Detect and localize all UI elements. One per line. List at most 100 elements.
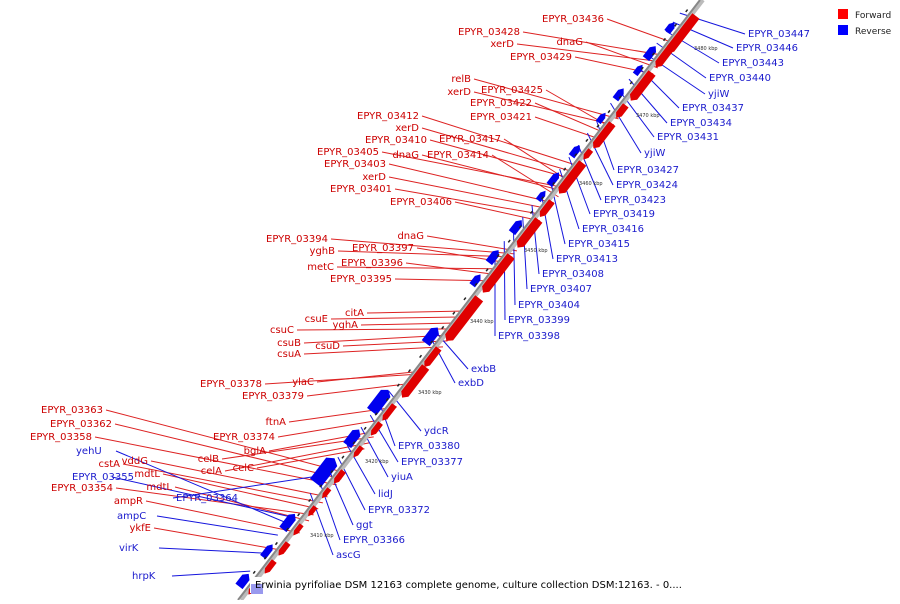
scale-tick-label: 3410 kbp — [310, 533, 334, 539]
forward-gene-label: xerD — [362, 172, 386, 183]
reverse-gene-feature — [664, 22, 674, 34]
leader-lines — [95, 13, 745, 576]
forward-gene-label: relB — [451, 74, 471, 85]
feature-marker — [275, 542, 277, 544]
forward-gene-label: ylaC — [292, 377, 314, 388]
forward-gene-feature — [278, 541, 290, 555]
scale-tick-label: 3460 kbp — [579, 181, 603, 187]
reverse-gene-feature — [613, 88, 624, 101]
forward-gene-feature — [334, 469, 346, 483]
reverse-gene-label: EPYR_03398 — [498, 331, 560, 342]
feature-marker — [675, 24, 677, 26]
forward-gene-label: csuB — [277, 338, 301, 349]
reverse-gene-label: EPYR_03380 — [398, 441, 460, 452]
reverse-gene-label: exbD — [458, 378, 484, 389]
reverse-gene-label: EPYR_03431 — [657, 132, 719, 143]
forward-leader-line — [535, 117, 602, 140]
reverse-gene-label: ascG — [336, 550, 361, 561]
reverse-gene-feature — [569, 145, 580, 158]
forward-gene-label: cstA — [99, 459, 121, 470]
reverse-gene-label: yehU — [76, 446, 102, 457]
reverse-gene-label: exbB — [471, 364, 496, 375]
forward-gene-label: xerD — [490, 39, 514, 50]
legend-reverse-swatch — [838, 25, 848, 35]
scale-tick-label: 3420 kbp — [365, 459, 389, 465]
reverse-gene-label: EPYR_03372 — [368, 505, 430, 516]
forward-gene-label: xerD — [447, 87, 471, 98]
reverse-gene-label: EPYR_03440 — [709, 73, 771, 84]
forward-gene-label: EPYR_03363 — [41, 405, 103, 416]
forward-gene-label: EPYR_03394 — [266, 234, 328, 245]
reverse-gene-label: yiuA — [391, 472, 413, 483]
forward-gene-label: EPYR_03396 — [341, 258, 403, 269]
reverse-gene-label: EPYR_03434 — [670, 118, 732, 129]
reverse-gene-label: EPYR_03407 — [530, 284, 592, 295]
reverse-gene-label: EPYR_03419 — [593, 209, 655, 220]
reverse-gene-label: EPYR_03424 — [616, 180, 678, 191]
forward-gene-label: ftnA — [266, 417, 287, 428]
legend: Forward Reverse — [838, 9, 892, 37]
forward-gene-label: EPYR_03410 — [365, 135, 427, 146]
forward-gene-label: EPYR_03421 — [470, 112, 532, 123]
feature-marker — [397, 384, 399, 386]
legend-forward-swatch — [838, 9, 848, 19]
forward-gene-label: xerD — [395, 123, 419, 134]
reverse-gene-label: EPYR_03416 — [582, 224, 644, 235]
forward-gene-label: EPYR_03412 — [357, 111, 419, 122]
scale-tick-label: 3430 kbp — [418, 390, 442, 396]
forward-gene-label: EPYR_03417 — [439, 134, 501, 145]
forward-gene-label: csuA — [277, 349, 301, 360]
feature-marker — [608, 110, 610, 112]
feature-marker — [253, 571, 255, 573]
reverse-gene-label: EPYR_03355 — [72, 472, 134, 483]
reverse-gene-label: ampC — [117, 511, 146, 522]
reverse-gene-label: lidJ — [378, 489, 393, 500]
forward-gene-label: yghB — [310, 246, 336, 257]
forward-gene-label: EPYR_03436 — [542, 14, 604, 25]
forward-gene-label: EPYR_03405 — [317, 147, 379, 158]
forward-gene-label: yghA — [333, 320, 359, 331]
forward-leader-line — [361, 323, 461, 325]
feature-marker — [364, 427, 366, 429]
forward-gene-label: ampR — [114, 496, 143, 507]
forward-gene-label: EPYR_03429 — [510, 52, 572, 63]
feature-marker — [464, 298, 466, 300]
reverse-gene-label: EPYR_03446 — [736, 43, 798, 54]
forward-gene-label: ykfE — [129, 523, 151, 534]
reverse-leader-line — [172, 571, 250, 576]
forward-gene-label: csuC — [270, 325, 294, 336]
forward-gene-label: EPYR_03428 — [458, 27, 520, 38]
reverse-gene-label: EPYR_03437 — [682, 103, 744, 114]
forward-gene-label: EPYR_03422 — [470, 98, 532, 109]
reverse-gene-label: virK — [119, 543, 139, 554]
forward-leader-line — [146, 501, 300, 533]
reverse-gene-label: ydcR — [424, 426, 449, 437]
forward-gene-label: EPYR_03362 — [50, 419, 112, 430]
forward-gene-label: csuD — [315, 341, 340, 352]
reverse-gene-label: EPYR_03399 — [508, 315, 570, 326]
forward-leader-line — [265, 374, 422, 384]
reverse-leader-line — [159, 548, 264, 553]
forward-gene-label: celC — [233, 463, 254, 474]
forward-gene-label: metC — [307, 262, 334, 273]
reverse-gene-label: ggt — [356, 520, 373, 531]
forward-gene-label: csuE — [305, 314, 328, 325]
reverse-gene-feature — [633, 65, 643, 76]
forward-gene-label: vddG — [122, 456, 148, 467]
reverse-gene-label: EPYR_03366 — [343, 535, 405, 546]
forward-gene-label: EPYR_03374 — [213, 432, 275, 443]
forward-gene-label: EPYR_03397 — [352, 243, 414, 254]
forward-gene-label: mdtL — [134, 469, 160, 480]
legend-forward-label: Forward — [855, 11, 891, 21]
reverse-gene-label: EPYR_03377 — [401, 457, 463, 468]
forward-gene-label: mdtL — [146, 482, 172, 493]
forward-gene-label: EPYR_03395 — [330, 274, 392, 285]
feature-marker — [630, 82, 632, 84]
forward-gene-label: EPYR_03354 — [51, 483, 113, 494]
feature-marker — [586, 139, 588, 141]
reverse-gene-label: EPYR_03427 — [617, 165, 679, 176]
reverse-gene-label: yjiW — [708, 89, 729, 100]
forward-gene-label: EPYR_03378 — [200, 379, 262, 390]
